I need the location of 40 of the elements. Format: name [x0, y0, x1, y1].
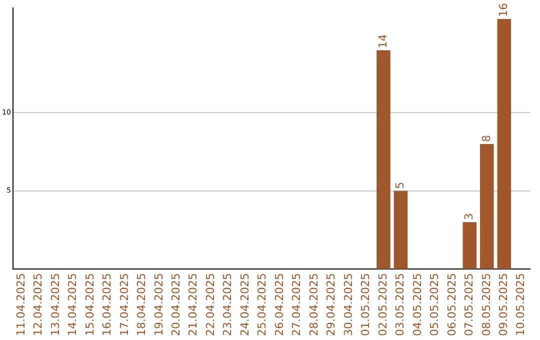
data-label: 8 [480, 134, 493, 142]
x-tick-label: 27.04.2025 [290, 273, 304, 336]
x-tick-label: 28.04.2025 [307, 273, 320, 336]
x-tick-label: 17.04.2025 [118, 273, 131, 336]
x-tick-label: 08.05.2025 [480, 273, 493, 336]
x-tick-label: 11.04.2025 [14, 273, 28, 336]
bar [462, 222, 477, 270]
x-tick-label: 25.04.2025 [256, 273, 269, 336]
x-tick-label: 01.05.2025 [359, 273, 372, 336]
x-tick-label: 06.05.2025 [445, 273, 458, 336]
x-tick-label: 19.04.2025 [152, 273, 166, 336]
data-label: 3 [462, 213, 476, 220]
x-tick-label: 07.05.2025 [462, 273, 476, 336]
x-tick-label: 18.04.2025 [135, 273, 148, 336]
x-tick-label: 04.05.2025 [410, 273, 424, 336]
x-tick-label: 03.05.2025 [394, 273, 407, 336]
x-tick-label: 24.04.2025 [238, 273, 252, 336]
x-tick-label: 05.05.2025 [428, 273, 442, 336]
x-tick-label: 15.04.2025 [83, 273, 96, 336]
x-tick-label: 14.04.2025 [66, 273, 80, 336]
data-label: 14 [376, 34, 390, 48]
x-tick-label: 30.04.2025 [342, 273, 355, 336]
x-tick-label: 21.04.2025 [186, 273, 200, 336]
x-tick-label: 09.05.2025 [497, 273, 510, 336]
x-tick-label: 16.04.2025 [100, 273, 114, 336]
bar [376, 50, 390, 270]
data-label: 5 [394, 182, 407, 189]
x-tick-label: 13.04.2025 [48, 273, 62, 336]
bar [497, 18, 512, 270]
x-tick-label: 12.04.2025 [32, 273, 45, 336]
data-label: 16 [497, 2, 510, 17]
x-tick-label: 23.04.2025 [221, 273, 234, 336]
x-tick-label: 29.04.2025 [324, 273, 338, 336]
x-tick-label: 02.05.2025 [376, 273, 390, 336]
bar [480, 144, 494, 270]
x-tick-label: 10.05.2025 [514, 273, 528, 336]
x-tick-label: 22.04.2025 [204, 273, 217, 336]
x-tick-label: 20.04.2025 [170, 273, 183, 336]
bar [394, 190, 408, 270]
x-tick-label: 26.04.2025 [272, 273, 286, 336]
